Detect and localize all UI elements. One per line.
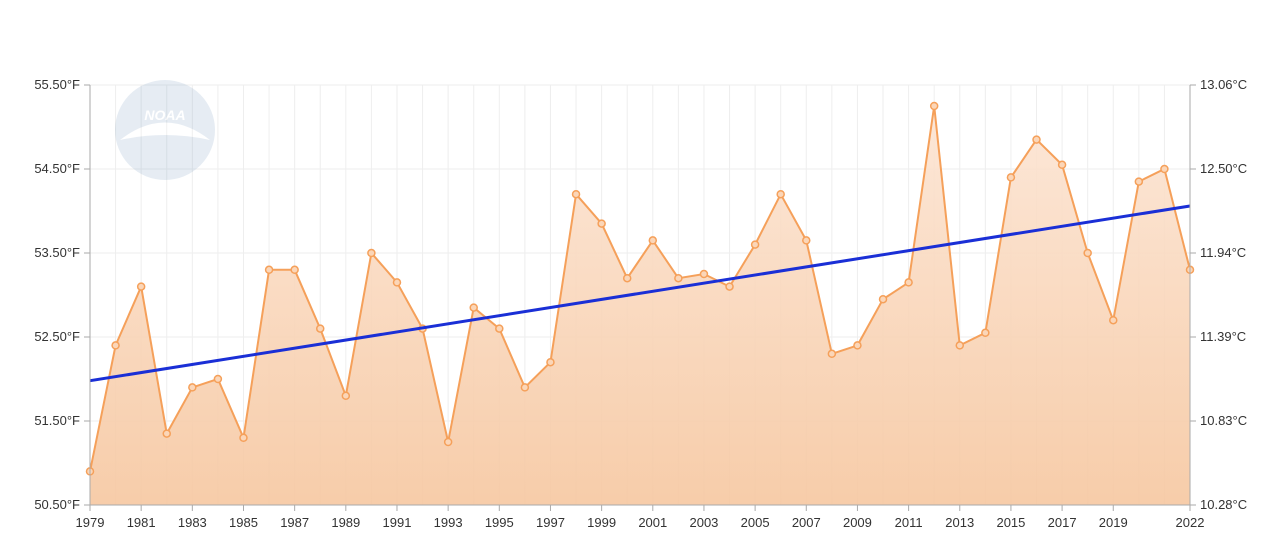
temp-marker — [393, 279, 400, 286]
temp-marker — [266, 266, 273, 273]
yright-tick-label: 12.50°C — [1200, 161, 1247, 176]
temp-marker — [368, 250, 375, 257]
x-tick-label: 2013 — [945, 515, 974, 530]
yleft-tick-label: 52.50°F — [34, 329, 80, 344]
temp-marker — [828, 350, 835, 357]
x-tick-label: 1983 — [178, 515, 207, 530]
temp-marker — [1033, 136, 1040, 143]
x-tick-label: 1985 — [229, 515, 258, 530]
x-tick-label: 2007 — [792, 515, 821, 530]
temp-marker — [470, 304, 477, 311]
temp-marker — [982, 329, 989, 336]
temp-marker — [1110, 317, 1117, 324]
x-tick-label: 2017 — [1048, 515, 1077, 530]
temp-marker — [163, 430, 170, 437]
x-tick-label: 1979 — [76, 515, 105, 530]
temp-marker — [624, 275, 631, 282]
temp-marker — [573, 191, 580, 198]
temp-marker — [189, 384, 196, 391]
x-tick-label: 1999 — [587, 515, 616, 530]
temp-marker — [291, 266, 298, 273]
yright-tick-label: 11.39°C — [1200, 329, 1246, 344]
temp-marker — [854, 342, 861, 349]
temp-marker — [598, 220, 605, 227]
temp-marker — [1135, 178, 1142, 185]
temp-marker — [1161, 166, 1168, 173]
x-tick-label: 1981 — [127, 515, 156, 530]
x-tick-label: 1989 — [331, 515, 360, 530]
temp-marker — [752, 241, 759, 248]
temp-marker — [905, 279, 912, 286]
temperature-chart: NOAA 1979 1981 1983 1985 1987 1989 1991 1993 1995… — [0, 0, 1280, 547]
x-tick-label: 1995 — [485, 515, 514, 530]
x-tick-label: 1991 — [383, 515, 412, 530]
x-tick-label: 2011 — [895, 515, 923, 530]
yleft-tick-label: 53.50°F — [34, 245, 80, 260]
temp-marker — [240, 434, 247, 441]
temp-marker — [777, 191, 784, 198]
yright-tick-label: 13.06°C — [1200, 77, 1247, 92]
yright-tick-label: 11.94°C — [1200, 245, 1246, 260]
temp-marker — [1084, 250, 1091, 257]
x-tick-label: 1987 — [280, 515, 309, 530]
temp-marker — [521, 384, 528, 391]
x-tick-label: 2022 — [1176, 515, 1205, 530]
temp-marker — [496, 325, 503, 332]
temp-marker — [1059, 161, 1066, 168]
x-tick-label: 1993 — [434, 515, 463, 530]
temp-marker — [214, 376, 221, 383]
temp-marker — [317, 325, 324, 332]
temp-marker — [931, 103, 938, 110]
temp-marker — [112, 342, 119, 349]
x-tick-label: 1997 — [536, 515, 565, 530]
yleft-tick-label: 50.50°F — [34, 497, 80, 512]
x-tick-label: 2005 — [741, 515, 770, 530]
yright-tick-label: 10.28°C — [1200, 497, 1247, 512]
temp-marker — [803, 237, 810, 244]
yleft-tick-label: 54.50°F — [34, 161, 80, 176]
temp-marker — [956, 342, 963, 349]
yright-tick-label: 10.83°C — [1200, 413, 1247, 428]
temp-marker — [1007, 174, 1014, 181]
temp-marker — [880, 296, 887, 303]
x-tick-label: 2019 — [1099, 515, 1128, 530]
x-tick-label: 2009 — [843, 515, 872, 530]
temp-marker — [547, 359, 554, 366]
temp-marker — [700, 271, 707, 278]
temp-marker — [649, 237, 656, 244]
yleft-tick-label: 55.50°F — [34, 77, 80, 92]
svg-text:NOAA: NOAA — [144, 107, 185, 123]
x-tick-label: 2001 — [638, 515, 667, 530]
yleft-tick-label: 51.50°F — [34, 413, 80, 428]
temp-marker — [342, 392, 349, 399]
temp-marker — [675, 275, 682, 282]
temp-marker — [726, 283, 733, 290]
temp-marker — [445, 439, 452, 446]
x-tick-label: 2003 — [689, 515, 718, 530]
temp-marker — [138, 283, 145, 290]
x-tick-label: 2015 — [996, 515, 1025, 530]
